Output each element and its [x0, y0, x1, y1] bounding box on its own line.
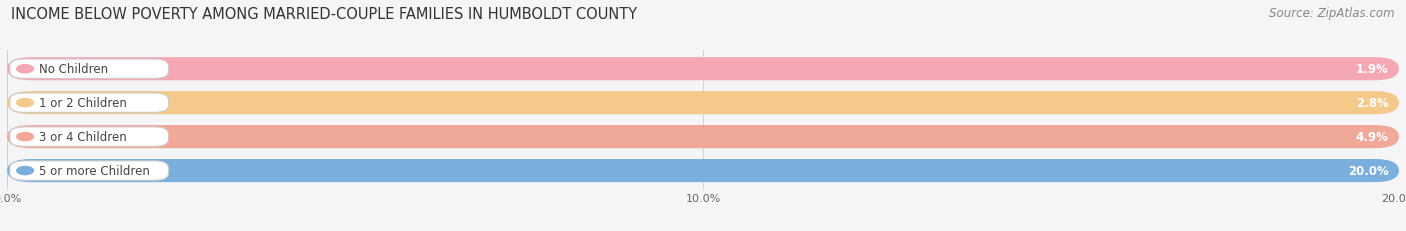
FancyBboxPatch shape: [10, 94, 169, 113]
FancyBboxPatch shape: [10, 127, 169, 147]
Text: 5 or more Children: 5 or more Children: [39, 164, 150, 177]
Text: 1.9%: 1.9%: [1355, 63, 1389, 76]
FancyBboxPatch shape: [7, 159, 1399, 182]
Text: 2.8%: 2.8%: [1355, 97, 1389, 110]
Text: 20.0%: 20.0%: [1348, 164, 1389, 177]
FancyBboxPatch shape: [7, 159, 1399, 182]
Text: No Children: No Children: [39, 63, 108, 76]
FancyBboxPatch shape: [7, 92, 1399, 115]
FancyBboxPatch shape: [7, 58, 1399, 81]
FancyBboxPatch shape: [7, 125, 1399, 149]
Text: 3 or 4 Children: 3 or 4 Children: [39, 131, 127, 143]
FancyBboxPatch shape: [10, 60, 169, 79]
FancyBboxPatch shape: [10, 161, 169, 180]
Text: 1 or 2 Children: 1 or 2 Children: [39, 97, 127, 110]
Circle shape: [17, 133, 34, 141]
FancyBboxPatch shape: [7, 125, 1399, 149]
FancyBboxPatch shape: [7, 92, 1399, 115]
Circle shape: [17, 65, 34, 73]
FancyBboxPatch shape: [7, 58, 1399, 81]
Circle shape: [17, 167, 34, 175]
Text: INCOME BELOW POVERTY AMONG MARRIED-COUPLE FAMILIES IN HUMBOLDT COUNTY: INCOME BELOW POVERTY AMONG MARRIED-COUPL…: [11, 7, 637, 22]
Text: Source: ZipAtlas.com: Source: ZipAtlas.com: [1270, 7, 1395, 20]
Circle shape: [17, 99, 34, 107]
Text: 4.9%: 4.9%: [1355, 131, 1389, 143]
